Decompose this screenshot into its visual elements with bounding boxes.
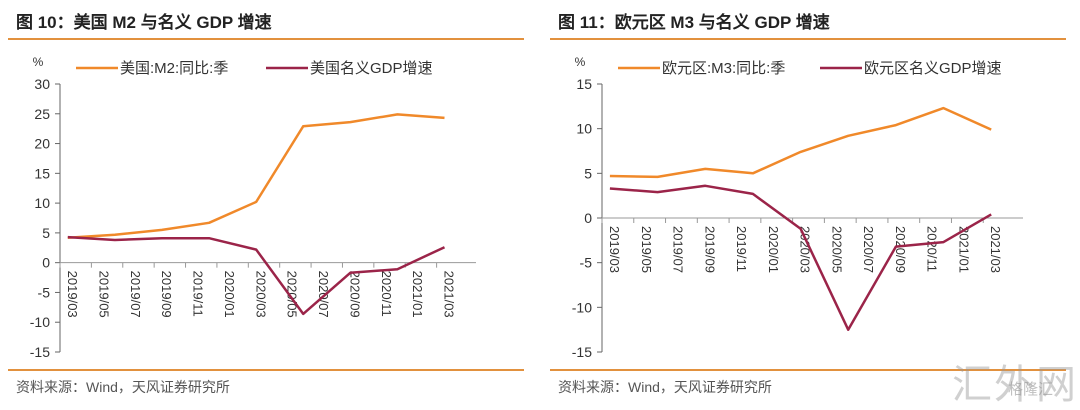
- x-tick-label: 2020/09: [893, 226, 908, 273]
- y-tick-label: 30: [34, 76, 50, 92]
- y-tick-label: -15: [572, 344, 592, 360]
- source-divider: [550, 369, 1066, 371]
- chart-title: 图 10：美国 M2 与名义 GDP 增速: [16, 13, 272, 32]
- x-tick-label: 2020/07: [316, 271, 331, 318]
- x-tick-label: 2019/11: [191, 271, 206, 317]
- watermark-logo: 格隆汇: [1008, 381, 1054, 398]
- source-note: 资料来源：Wind，天风证券研究所: [16, 379, 230, 395]
- eurozone-m3-gdp-chart: % 15 10 5 0 -5 -10 -15 2019/03 2019/05 2019/07 2019…: [572, 55, 1023, 360]
- x-tick-label: 2020/03: [798, 226, 813, 273]
- x-tick-label: 2019/03: [607, 226, 622, 273]
- legend-label: 欧元区名义GDP增速: [864, 60, 1002, 77]
- y-tick-label: 0: [42, 255, 50, 271]
- x-tick-label: 2020/05: [829, 226, 844, 273]
- x-tick-label: 2020/11: [379, 271, 394, 317]
- y-tick-label: 10: [34, 195, 50, 211]
- chart-panel-eurozone: 图 11：欧元区 M3 与名义 GDP 增速 % 15 10 5 0 -5 -10 -15 20…: [550, 0, 1070, 408]
- x-tick-label: 2020/01: [766, 226, 781, 273]
- x-tick-label: 2019/05: [639, 226, 654, 273]
- watermark-text: 汇外网: [952, 362, 1078, 408]
- source-note: 资料来源：Wind，天风证券研究所: [558, 379, 772, 395]
- source-divider: [8, 369, 524, 371]
- series-line-nominal-gdp: [67, 235, 446, 316]
- y-tick-label: -5: [580, 255, 593, 271]
- y-tick-label: 15: [34, 165, 50, 181]
- x-tick-label: 2020/05: [285, 271, 300, 318]
- y-tick-label: -10: [572, 299, 592, 315]
- x-tick-label: 2020/01: [222, 271, 237, 318]
- y-axis-unit-label: %: [575, 55, 586, 69]
- chart-panel-us: 图 10：美国 M2 与名义 GDP 增速 % 30 25 20 15 10 5 0 -5 -10…: [8, 0, 528, 408]
- us-m2-gdp-chart: % 30 25 20 15 10 5 0 -5 -10 -15 2019/03 2019/05 2019/…: [30, 55, 476, 360]
- series-line-nominal-gdp: [609, 184, 992, 331]
- y-axis-unit-label: %: [33, 55, 44, 69]
- series-line-money-supply: [609, 106, 992, 179]
- x-tick-label: 2021/03: [442, 271, 457, 318]
- x-tick-label: 2020/11: [925, 226, 940, 272]
- x-tick-label: 2021/01: [410, 271, 425, 318]
- y-tick-label: 15: [576, 76, 592, 92]
- y-tick-label: 5: [584, 165, 592, 181]
- x-tick-label: 2019/07: [671, 226, 686, 273]
- y-tick-label: -15: [30, 344, 50, 360]
- x-tick-label: 2019/11: [734, 226, 749, 272]
- legend-label: 美国名义GDP增速: [310, 60, 433, 77]
- title-divider: [550, 38, 1066, 40]
- x-tick-label: 2021/03: [988, 226, 1003, 273]
- x-tick-label: 2019/09: [159, 271, 174, 318]
- chart-title: 图 11：欧元区 M3 与名义 GDP 增速: [558, 13, 830, 32]
- x-tick-label: 2021/01: [956, 226, 971, 273]
- y-tick-label: 20: [34, 136, 50, 152]
- y-tick-label: -10: [30, 314, 50, 330]
- y-tick-label: 25: [34, 106, 50, 122]
- x-tick-label: 2019/07: [128, 271, 143, 318]
- y-tick-label: 10: [576, 121, 592, 137]
- y-tick-label: 0: [584, 210, 592, 226]
- legend-label: 欧元区:M3:同比:季: [662, 60, 785, 77]
- x-tick-label: 2019/05: [96, 271, 111, 318]
- x-tick-label: 2020/03: [253, 271, 268, 318]
- title-divider: [8, 38, 524, 40]
- x-tick-label: 2020/09: [347, 271, 362, 318]
- x-tick-label: 2019/03: [65, 271, 80, 318]
- legend-label: 美国:M2:同比:季: [120, 60, 228, 77]
- y-tick-label: 5: [42, 225, 50, 241]
- x-tick-label: 2020/07: [861, 226, 876, 273]
- series-line-money-supply: [67, 113, 445, 239]
- x-tick-label: 2019/09: [702, 226, 717, 273]
- y-tick-label: -5: [38, 284, 51, 300]
